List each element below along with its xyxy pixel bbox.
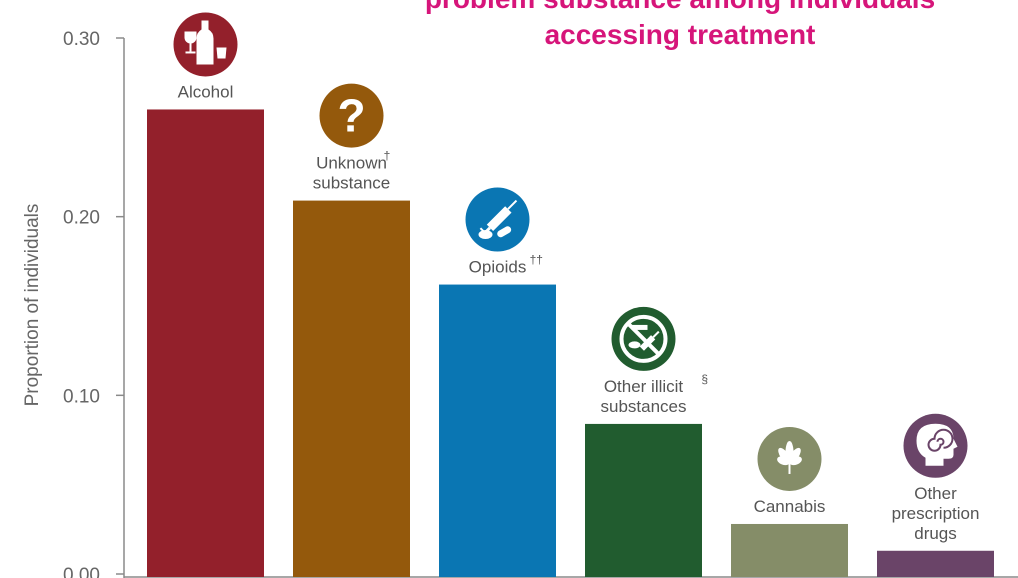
- footnote-marker: †: [384, 149, 391, 163]
- category-label: Cannabis: [754, 497, 826, 516]
- y-tick-label: 0.30: [63, 29, 100, 50]
- bar-alcohol: [147, 109, 264, 577]
- bars: [147, 109, 994, 577]
- category-label: substance: [313, 174, 391, 193]
- category-label: substances: [601, 397, 687, 416]
- bar-cannabis: [731, 523, 848, 577]
- category-label: Opioids: [469, 258, 527, 277]
- svg-text:?: ?: [337, 90, 365, 142]
- category-label: prescription: [892, 504, 980, 523]
- head-spiral-icon: [903, 413, 968, 478]
- y-axis: 0.00 0.10 0.20 0.30: [63, 29, 1018, 578]
- footnote-marker: ††: [530, 253, 543, 267]
- syringe-pills-icon: [465, 187, 530, 252]
- chart-title-line-1: problem substance among individuals: [425, 0, 935, 14]
- cannabis-leaf-icon: [757, 426, 822, 491]
- bar-other-illicit-substances: [585, 423, 702, 577]
- chart-title-line-2: accessing treatment: [545, 19, 816, 50]
- category-label: Other: [914, 484, 957, 503]
- y-tick-label: 0.00: [63, 565, 100, 578]
- category-icons: ?: [173, 12, 968, 491]
- category-label: Unknown: [316, 154, 387, 173]
- category-label: Other illicit: [604, 377, 684, 396]
- alcohol-icon: [173, 12, 238, 77]
- category-label: Alcohol: [178, 82, 234, 101]
- category-label: drugs: [914, 524, 957, 543]
- y-axis-label: Proportion of individuals: [22, 204, 43, 407]
- y-tick-label: 0.10: [63, 386, 100, 407]
- y-tick-label: 0.20: [63, 208, 100, 229]
- bar-unknown-substance: [293, 200, 410, 577]
- bar-other-prescription-drugs: [877, 550, 994, 577]
- question-mark-icon: ?: [319, 83, 384, 148]
- bar-opioids: [439, 284, 556, 577]
- chart-title: problem substance among individuals acce…: [425, 0, 935, 50]
- footnote-marker: §: [701, 372, 708, 386]
- prohibited-substances-icon: [611, 306, 676, 371]
